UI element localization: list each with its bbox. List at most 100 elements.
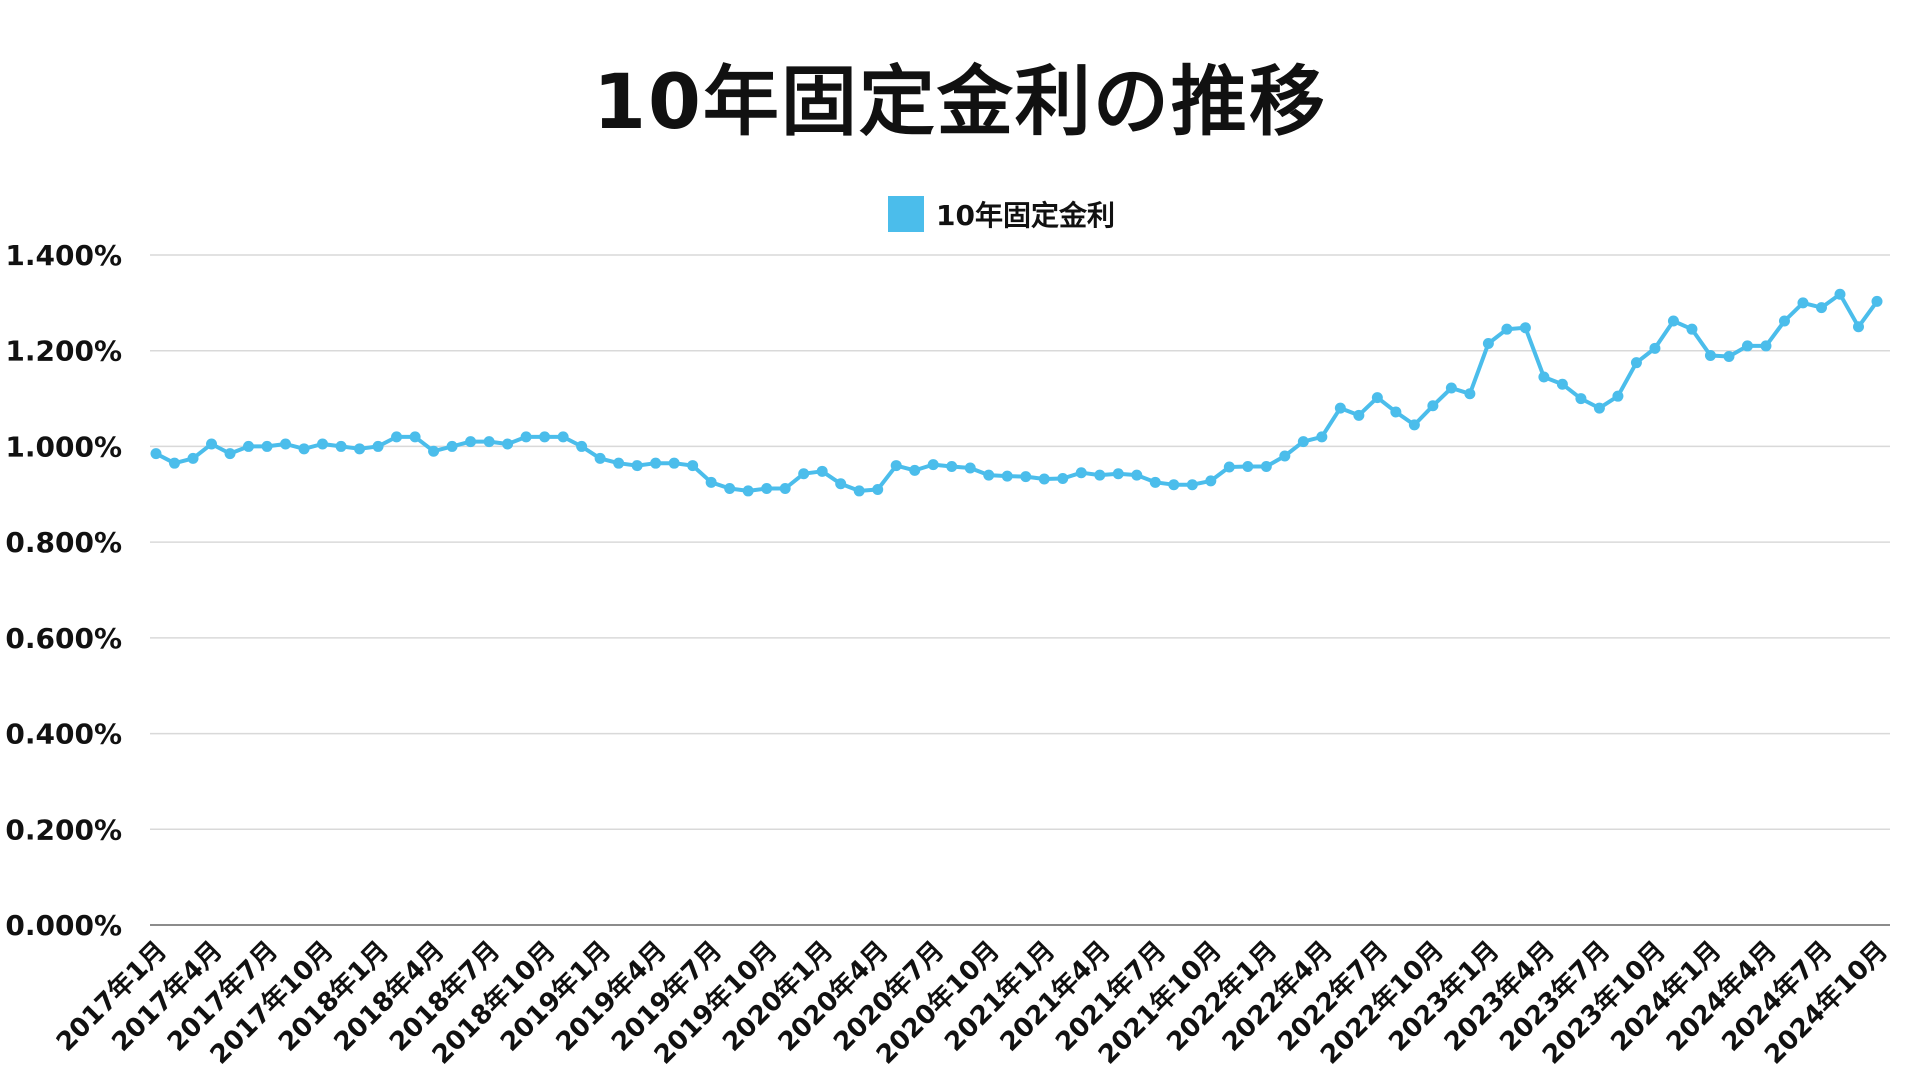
data-point [1149,476,1161,488]
data-point [1686,323,1698,335]
data-point [1168,479,1180,491]
chart-title: 10年固定金利の推移 [593,57,1327,146]
data-point [206,438,218,450]
data-point [372,440,384,452]
data-point [1427,400,1439,412]
data-point [1778,315,1790,327]
y-tick-label: 1.400% [5,239,122,272]
data-point [224,448,236,460]
legend-swatch [888,196,924,232]
data-point [446,440,458,452]
data-point [1038,473,1050,485]
data-point [1649,342,1661,354]
series-10y-fixed [150,288,1883,497]
data-point [909,464,921,476]
data-point [687,460,699,472]
data-point [150,448,162,460]
y-tick-label: 0.400% [5,718,122,751]
data-point [1334,402,1346,414]
data-point [1871,295,1883,307]
gridlines [150,254,1890,926]
data-point [1723,350,1735,362]
data-point [705,476,717,488]
data-point [761,483,773,495]
data-point [428,445,440,457]
data-point [1501,323,1513,335]
data-point [1815,302,1827,314]
x-axis-labels: 2017年1月2017年4月2017年7月2017年10月2018年1月2018… [50,935,1894,1070]
data-point [1834,288,1846,300]
data-point [779,483,791,495]
data-point [1519,322,1531,334]
data-point [187,452,199,464]
data-point [1094,469,1106,481]
data-point [1741,340,1753,352]
y-tick-label: 0.000% [5,909,122,942]
data-point [1464,388,1476,400]
data-point [1667,315,1679,327]
data-point [890,460,902,472]
data-point [1316,431,1328,443]
data-point [1353,409,1365,421]
data-point [354,443,366,455]
data-point [539,431,551,443]
data-point [317,438,329,450]
data-point [594,452,606,464]
data-point [1538,371,1550,383]
data-point [1242,461,1254,473]
data-point [1186,479,1198,491]
data-point [1760,340,1772,352]
data-point [520,431,532,443]
data-point [1223,461,1235,473]
data-point [613,457,625,469]
y-axis-labels: 0.000% 0.200% 0.400% 0.600% 0.800% 1.000% 1.20… [5,239,122,942]
data-point [964,462,976,474]
data-point [391,431,403,443]
data-point [1057,472,1069,484]
data-point [483,436,495,448]
data-point [1279,450,1291,462]
data-point [927,459,939,471]
data-point [409,431,421,443]
data-point [1001,470,1013,482]
data-point [1260,461,1272,473]
data-point [1630,357,1642,369]
data-point [298,443,310,455]
y-tick-label: 1.000% [5,430,122,463]
y-tick-label: 0.200% [5,813,122,846]
y-tick-label: 1.200% [5,335,122,368]
data-point [335,440,347,452]
data-point [835,478,847,490]
data-point [983,469,995,481]
data-point [1131,469,1143,481]
data-point [650,457,662,469]
data-point [946,461,958,473]
data-point [1797,297,1809,309]
data-point [1371,392,1383,404]
y-tick-label: 0.800% [5,526,122,559]
data-point [1482,338,1494,350]
data-point [576,440,588,452]
data-point [668,457,680,469]
series-line [155,292,1879,493]
data-point [1020,471,1032,483]
data-point [1297,436,1309,448]
data-point [1593,402,1605,414]
data-point [1556,378,1568,390]
data-point [1408,419,1420,431]
data-point [1704,350,1716,361]
data-point [1445,382,1457,394]
data-point [465,436,477,448]
data-point [261,440,273,452]
data-point [724,483,736,495]
data-point [557,431,569,443]
data-point [1112,468,1124,480]
data-point [243,440,255,452]
legend: 10年固定金利 [888,196,1115,232]
data-point [1852,321,1864,333]
data-point [798,468,810,480]
data-point [1205,475,1217,487]
y-tick-label: 0.600% [5,622,122,655]
data-point [1390,406,1402,418]
